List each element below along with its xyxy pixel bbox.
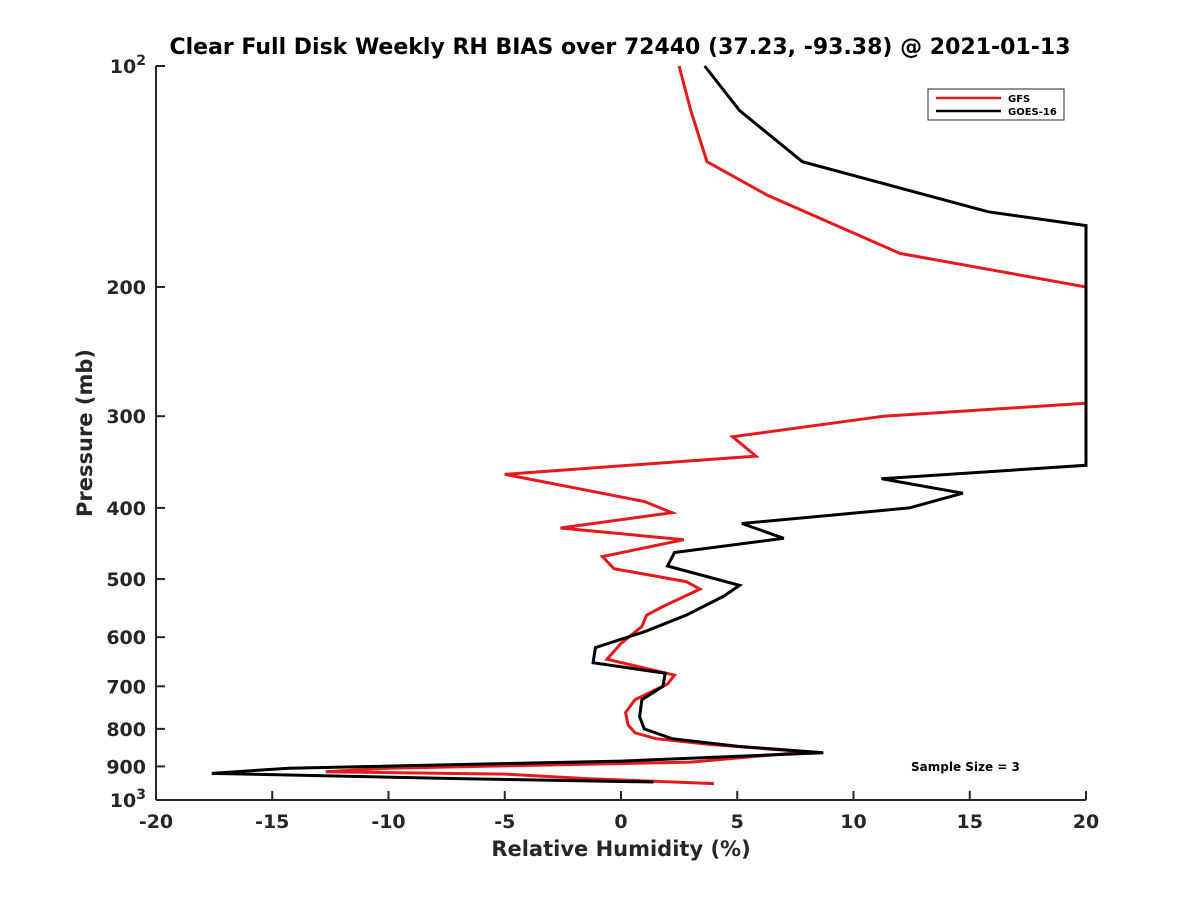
y-axis-ticks: 102 200 300 400 500 600 700 800 900 103 [106, 53, 165, 812]
x-tick-label: -20 [139, 811, 173, 833]
x-tick-label: 10 [840, 811, 866, 833]
y-tick-label: 103 [110, 787, 146, 812]
legend-label: GOES-16 [1008, 107, 1057, 118]
y-axis-label: Pressure (mb) [73, 349, 97, 517]
x-tick-label: 15 [957, 811, 983, 833]
legend-label: GFS [1008, 94, 1030, 105]
legend-box [927, 88, 1065, 121]
x-axis-ticks: -20 -15 -10 -5 0 5 10 15 20 [139, 791, 1099, 833]
sample-size-annotation: Sample Size = 3 [911, 760, 1020, 774]
y-tick-label: 400 [106, 498, 146, 520]
series-line-goes-16 [211, 65, 1088, 784]
plot-area: -20 -15 -10 -5 0 5 10 15 20 102 200 300 400 500 600 70… [106, 53, 1099, 833]
y-tick-label: 800 [106, 719, 146, 741]
x-tick-label: -5 [494, 811, 515, 833]
x-tick-label: -15 [255, 811, 289, 833]
y-tick-label: 200 [106, 277, 146, 299]
series-line-gfs [325, 65, 1088, 786]
y-tick-label: 102 [110, 53, 146, 78]
x-tick-label: -10 [371, 811, 405, 833]
x-axis-label: Relative Humidity (%) [491, 837, 750, 861]
x-tick-label: 5 [731, 811, 744, 833]
x-tick-label: 0 [614, 811, 627, 833]
y-tick-label: 600 [106, 627, 146, 649]
chart-title: Clear Full Disk Weekly RH BIAS over 7244… [169, 35, 1070, 60]
series-lines [211, 65, 1088, 786]
x-tick-label: 20 [1073, 811, 1099, 833]
legend: GFS GOES-16 [927, 88, 1065, 121]
y-tick-label: 900 [106, 756, 146, 778]
y-tick-label: 500 [106, 569, 146, 591]
y-tick-label: 700 [106, 676, 146, 698]
y-tick-label: 300 [106, 406, 146, 428]
